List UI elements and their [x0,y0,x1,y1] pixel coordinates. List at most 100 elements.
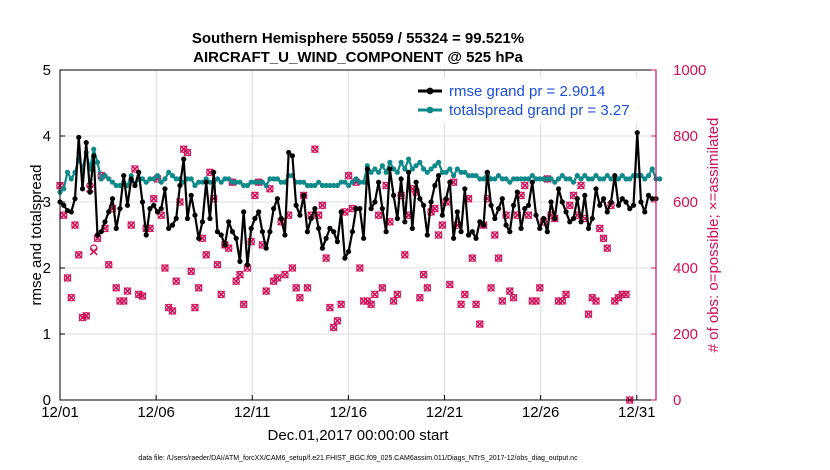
rmse-point [316,225,322,231]
obs-assimilated-marker [475,320,484,329]
rmse-point [559,199,565,205]
totalspread-point [469,173,475,179]
rmse-point [424,232,430,238]
rmse-point [139,199,146,205]
rmse-point [465,232,472,238]
obs-possible-marker [461,290,469,299]
rmse-point [218,232,224,238]
rmse-point [271,206,277,212]
totalspread-point [229,179,236,185]
obs-assimilated-marker [378,283,387,292]
obs-possible-marker [562,290,570,299]
obs-possible-marker [322,254,330,262]
totalspread-point [657,176,663,182]
y2-tick-label: 600 [673,194,698,211]
obs-possible-marker [168,307,177,315]
totalspread-point [169,173,176,179]
totalspread-point [488,176,494,182]
totalspread-point [503,176,509,182]
rmse-point [522,206,528,212]
rmse-point [447,179,453,185]
rmse-point [357,206,363,212]
obs-assimilated-marker [213,260,222,269]
totalspread-point [267,176,273,182]
rmse-point [323,235,329,241]
totalspread-point [495,173,502,179]
totalspread-point [600,176,607,182]
obs-assimilated-marker [490,231,499,239]
totalspread-point [447,166,453,172]
rmse-point [154,209,161,215]
obs-possible-marker [577,181,585,190]
rmse-point [597,202,603,208]
totalspread-point [627,176,633,182]
rmse-point [417,196,423,202]
totalspread-point [214,176,221,182]
rmse-point [76,134,82,140]
rmse-point [548,199,554,205]
obs-possible-marker [472,300,480,309]
obs-assimilated-marker [202,250,211,259]
totalspread-point [406,156,412,162]
obs-assimilated-marker [434,231,443,239]
rmse-point [600,196,607,202]
rmse-point [439,212,445,218]
obs-possible-marker [393,290,402,299]
rmse-point [158,206,164,212]
obs-assimilated-marker [89,247,98,256]
rmse-point [555,186,562,192]
totalspread-point [585,176,592,182]
obs-possible-marker [521,181,529,190]
totalspread-point [323,182,329,189]
rmse-point [608,199,614,205]
obs-assimilated-marker [71,221,79,230]
rmse-point [117,206,123,212]
totalspread-point [428,166,434,172]
rmse-point [585,225,592,231]
rmse-point [428,199,434,205]
obs-possible-marker [67,293,76,302]
rmse-point [353,206,359,212]
obs-possible-marker [176,198,184,206]
rmse-point [537,225,543,231]
rmse-point [226,219,232,225]
rmse-point [623,199,629,205]
rmse-point [503,222,509,228]
totalspread-point [143,179,149,185]
totalspread-point [642,176,648,182]
rmse-point [376,179,382,185]
rmse-point [443,196,449,202]
y2-tick-label: 1000 [673,62,706,79]
obs-assimilated-marker [374,211,383,220]
rmse-point [334,239,340,245]
y-tick-label: 3 [43,194,51,211]
totalspread-point [522,176,528,182]
rmse-point [642,209,648,215]
totalspread-point [244,182,251,189]
obs-assimilated-marker [393,290,402,299]
obs-assimilated-marker [205,168,214,177]
totalspread-point [102,173,108,179]
totalspread-point [312,182,318,189]
totalspread-point [597,176,603,182]
rmse-point [450,235,457,241]
rmse-point [488,202,494,208]
rmse-point [387,166,393,172]
obs-possible-marker [487,283,495,292]
totalspread-point [518,176,524,182]
rmse-point [634,130,640,136]
obs-assimilated-marker [59,211,68,220]
obs-assimilated-marker [415,293,424,302]
totalspread-point [570,179,577,185]
rmse-point [507,229,513,235]
obs-possible-marker [431,204,439,213]
obs-assimilated-marker [355,264,364,272]
totalspread-point [582,173,588,179]
obs-possible-marker [273,274,282,282]
obs-assimilated-marker [468,254,477,263]
obs-assimilated-marker [577,181,585,190]
totalspread-point [443,169,449,175]
totalspread-point [158,179,164,185]
obs-assimilated-marker [449,178,458,187]
